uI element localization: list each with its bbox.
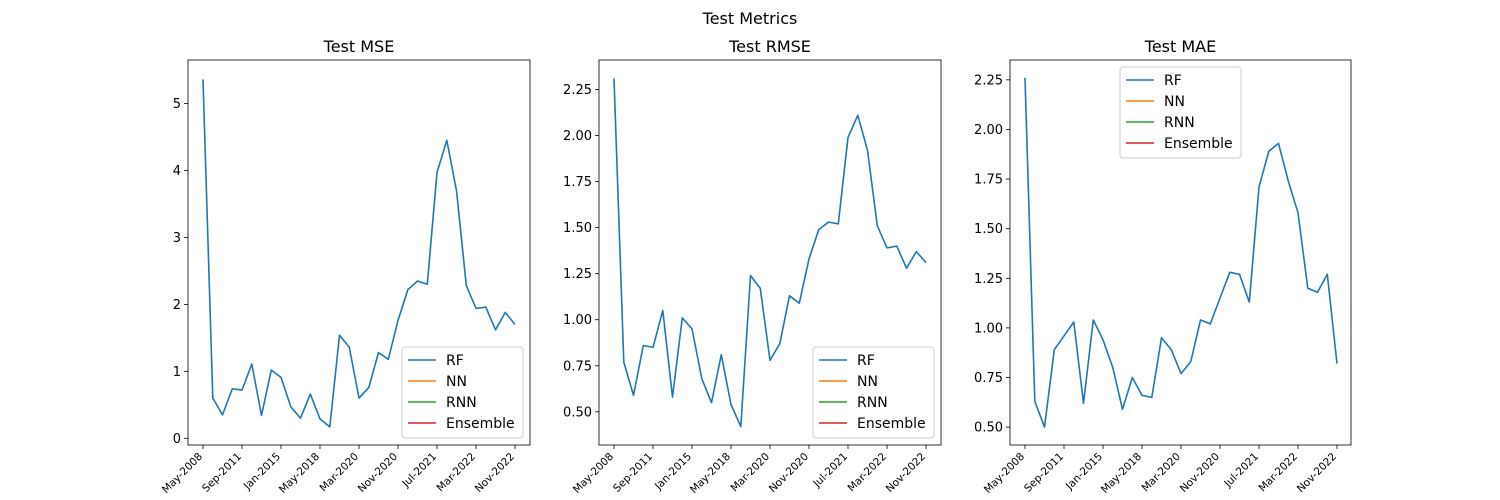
- x-tick-label: Sep-2011: [200, 451, 244, 495]
- x-tick-label: Jul-2021: [810, 451, 850, 491]
- y-tick-label: 0.50: [974, 421, 1003, 436]
- x-tick-label: Mar-2022: [846, 451, 890, 495]
- panel-title: Test MSE: [323, 37, 395, 56]
- y-tick-label: 0.75: [974, 371, 1003, 386]
- x-tick-label: Jul-2021: [399, 451, 439, 491]
- legend-label: NN: [446, 374, 467, 390]
- legend-label: RF: [857, 353, 875, 369]
- y-tick-label: 4: [173, 164, 181, 179]
- legend: RF NN RNN Ensemble: [812, 346, 935, 439]
- axes-frame: [1009, 59, 1352, 446]
- y-tick-label: 1.50: [563, 221, 592, 236]
- legend-box: [812, 346, 935, 439]
- y-tick-label: 2.25: [974, 73, 1003, 88]
- panel-1: Test MSE012345May-2008Sep-2011Jan-2015Ma…: [160, 37, 531, 496]
- y-tick-label: 2.25: [563, 83, 592, 98]
- x-tick-label: May-2008: [160, 451, 205, 496]
- y-tick-label: 1.00: [974, 321, 1003, 336]
- y-tick-label: 2.00: [974, 123, 1003, 138]
- panels: Test MSE012345May-2008Sep-2011Jan-2015Ma…: [160, 37, 1352, 496]
- legend-label: NN: [857, 374, 878, 390]
- legend-label: Ensemble: [446, 416, 515, 432]
- y-tick-label: 1.75: [974, 173, 1003, 188]
- y-tick-label: 1.25: [563, 267, 592, 282]
- legend-label: RNN: [1164, 115, 1195, 131]
- legend-box: [1119, 66, 1242, 159]
- legend-label: NN: [1164, 94, 1185, 110]
- y-tick-label: 1.75: [563, 175, 592, 190]
- x-tick-label: May-2008: [982, 451, 1027, 496]
- x-tick-label: May-2018: [688, 451, 733, 496]
- legend-box: [401, 346, 524, 439]
- panel-title: Test MAE: [1144, 37, 1216, 56]
- x-tick-label: May-2018: [1099, 451, 1144, 496]
- x-tick-label: Mar-2020: [318, 451, 362, 495]
- x-tick-label: Mar-2022: [1257, 451, 1301, 495]
- x-tick-label: Nov-2022: [884, 451, 928, 495]
- legend: RF NN RNN Ensemble: [401, 346, 524, 439]
- y-tick-label: 2.00: [563, 129, 592, 144]
- x-tick-label: Mar-2020: [729, 451, 773, 495]
- legend: RF NN RNN Ensemble: [1119, 66, 1242, 159]
- figure-suptitle: Test Metrics: [702, 9, 798, 28]
- legend-label: RF: [1164, 73, 1182, 89]
- legend-label: Ensemble: [857, 416, 926, 432]
- legend-label: RNN: [446, 395, 477, 411]
- legend-label: RF: [446, 353, 464, 369]
- x-tick-label: Nov-2022: [473, 451, 517, 495]
- y-tick-label: 1.50: [974, 222, 1003, 237]
- x-tick-label: Mar-2022: [435, 451, 479, 495]
- panel-3: Test MAE 0.50 0.75 1.00 1.25 1.50 1.75 2.00 2.25…: [974, 37, 1352, 496]
- x-tick-label: Nov-2020: [1178, 451, 1222, 495]
- legend-label: RNN: [857, 395, 888, 411]
- legend-label: Ensemble: [1164, 136, 1233, 152]
- y-tick-label: 1.25: [974, 272, 1003, 287]
- x-tick-label: Nov-2020: [767, 451, 811, 495]
- x-tick-label: May-2008: [571, 451, 616, 496]
- x-tick-label: Sep-2011: [611, 451, 655, 495]
- y-tick-label: 0: [173, 432, 181, 447]
- y-tick-label: 1: [173, 365, 181, 380]
- x-tick-label: Sep-2011: [1022, 451, 1066, 495]
- x-tick-label: Nov-2020: [356, 451, 400, 495]
- y-tick-label: 3: [173, 231, 181, 246]
- x-tick-label: Nov-2022: [1295, 451, 1339, 495]
- x-tick-label: Mar-2020: [1140, 451, 1184, 495]
- panel-2: Test RMSE 0.50 0.75 1.00 1.25 1.50 1.75 2.00 2.2…: [563, 37, 942, 496]
- y-tick-label: 2: [173, 298, 181, 313]
- x-tick-label: Jul-2021: [1221, 451, 1261, 491]
- y-tick-label: 0.75: [563, 359, 592, 374]
- y-tick-label: 0.50: [563, 405, 592, 420]
- y-tick-label: 5: [173, 97, 181, 112]
- panel-title: Test RMSE: [728, 37, 811, 56]
- x-tick-label: May-2018: [277, 451, 322, 496]
- y-tick-label: 1.00: [563, 313, 592, 328]
